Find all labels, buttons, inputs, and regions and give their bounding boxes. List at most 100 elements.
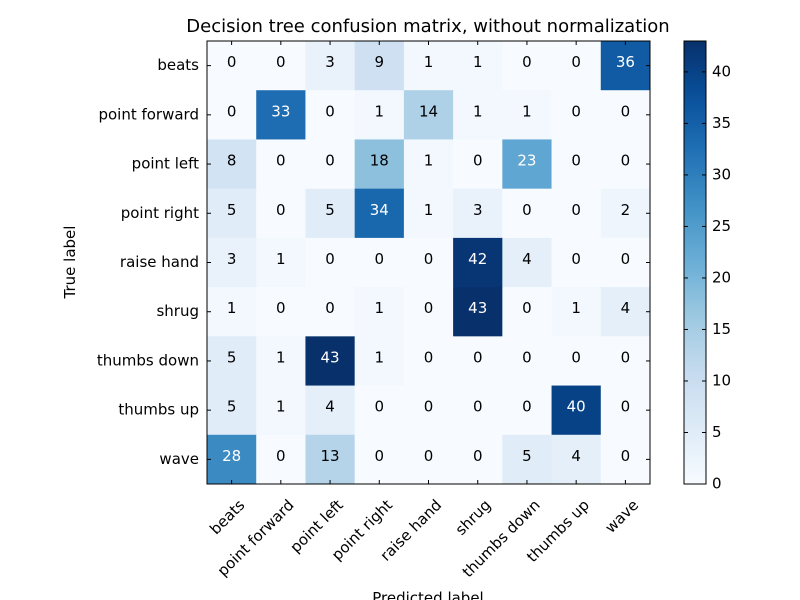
heatmap-cell xyxy=(256,434,306,485)
heatmap-cell xyxy=(600,434,651,485)
heatmap-cell xyxy=(207,287,257,337)
cell-value-label: 0 xyxy=(276,201,286,219)
heatmap-cell xyxy=(502,139,553,190)
cell-value-label: 2 xyxy=(621,201,631,219)
colorbar-tick-label: 30 xyxy=(712,165,731,183)
cell-value-label: 28 xyxy=(222,447,241,465)
heatmap-cell xyxy=(305,237,356,288)
heatmap-cell xyxy=(551,287,602,337)
cell-value-label: 1 xyxy=(276,348,286,366)
heatmap-cell xyxy=(305,336,356,387)
heatmap-cell xyxy=(354,188,405,239)
cell-value-label: 33 xyxy=(271,102,290,120)
cell-value-label: 0 xyxy=(571,53,581,71)
cell-value-label: 9 xyxy=(375,53,385,71)
chart-title: Decision tree confusion matrix, without … xyxy=(186,16,669,37)
cell-value-label: 5 xyxy=(227,348,237,366)
cell-value-label: 8 xyxy=(227,152,237,170)
heatmap-cell xyxy=(305,41,356,91)
heatmap-cell xyxy=(403,434,454,485)
heatmap-cell xyxy=(502,287,553,337)
cell-value-label: 1 xyxy=(276,250,286,268)
cell-value-label: 0 xyxy=(522,201,532,219)
heatmap-cell xyxy=(502,336,553,387)
cell-value-label: 0 xyxy=(424,250,434,268)
cell-value-label: 0 xyxy=(375,250,385,268)
y-tick-label: thumbs up xyxy=(118,401,199,419)
cell-value-label: 0 xyxy=(325,299,335,317)
heatmap-cell xyxy=(600,41,651,91)
heatmap-cell xyxy=(256,237,306,288)
heatmap-cell xyxy=(403,139,454,190)
cell-value-label: 1 xyxy=(571,299,581,317)
heatmap-cell xyxy=(354,237,405,288)
cell-value-label: 0 xyxy=(227,102,237,120)
cell-value-label: 0 xyxy=(325,250,335,268)
heatmap-cell xyxy=(403,287,454,337)
colorbar xyxy=(683,40,707,485)
cell-value-label: 36 xyxy=(616,53,635,71)
heatmap-cell xyxy=(403,385,454,436)
cell-value-label: 0 xyxy=(473,348,483,366)
heatmap-cell xyxy=(551,188,602,239)
cell-value-label: 1 xyxy=(522,102,532,120)
cell-value-label: 3 xyxy=(325,53,335,71)
cell-value-label: 0 xyxy=(571,201,581,219)
heatmap-cell xyxy=(207,188,257,239)
colorbar-tick-label: 0 xyxy=(712,475,722,493)
heatmap-cell xyxy=(403,41,454,91)
heatmap-cell xyxy=(502,434,553,485)
heatmap-cell xyxy=(305,287,356,337)
heatmap-cell xyxy=(453,237,503,288)
cell-value-label: 14 xyxy=(419,102,438,120)
y-tick-label: thumbs down xyxy=(97,351,199,369)
y-tick-label: point right xyxy=(121,204,199,222)
cell-value-label: 1 xyxy=(424,53,434,71)
heatmap-cell xyxy=(551,139,602,190)
heatmap-cell xyxy=(600,336,651,387)
cell-value-label: 0 xyxy=(325,152,335,170)
y-axis-label: True label xyxy=(61,226,79,300)
cell-value-label: 43 xyxy=(321,348,340,366)
heatmap-cell xyxy=(354,90,405,140)
heatmap-cell xyxy=(207,41,257,91)
heatmap-cell xyxy=(551,90,602,140)
y-tick-labels: beats point forward point left point right r… xyxy=(97,56,650,468)
cell-value-label: 0 xyxy=(621,250,631,268)
heatmap-cell xyxy=(403,336,454,387)
cell-value-label: 1 xyxy=(375,102,385,120)
heatmap-cells xyxy=(207,41,651,485)
colorbar-tick-label: 5 xyxy=(712,423,722,441)
cell-value-label: 1 xyxy=(375,348,385,366)
cell-value-label: 0 xyxy=(375,398,385,416)
cell-value-label: 1 xyxy=(424,201,434,219)
heatmap-cell xyxy=(305,139,356,190)
cell-value-label: 5 xyxy=(522,447,532,465)
heatmap-cell xyxy=(453,41,503,91)
heatmap-cell xyxy=(600,287,651,337)
heatmap-cell xyxy=(256,336,306,387)
x-tick-label: beats xyxy=(206,496,248,538)
heatmap-cell xyxy=(354,287,405,337)
heatmap-cell xyxy=(551,385,602,436)
heatmap-cell xyxy=(354,434,405,485)
y-tick-label: beats xyxy=(157,56,199,74)
y-tick-label: point forward xyxy=(98,105,199,123)
colorbar-tick-label: 35 xyxy=(712,114,731,132)
cell-value-label: 0 xyxy=(473,447,483,465)
cell-value-label: 0 xyxy=(424,447,434,465)
heatmap-cell xyxy=(354,41,405,91)
cell-value-label: 40 xyxy=(567,398,586,416)
cell-value-label: 1 xyxy=(424,152,434,170)
cell-value-label: 0 xyxy=(276,299,286,317)
cell-value-label: 0 xyxy=(571,250,581,268)
heatmap-cell xyxy=(600,90,651,140)
cell-value-label: 0 xyxy=(473,398,483,416)
cell-value-label: 0 xyxy=(375,447,385,465)
heatmap-cell xyxy=(600,139,651,190)
heatmap-cell xyxy=(256,385,306,436)
heatmap-cell xyxy=(502,188,553,239)
cell-value-label: 42 xyxy=(468,250,487,268)
heatmap-cell xyxy=(256,287,306,337)
cell-value-label: 0 xyxy=(522,398,532,416)
